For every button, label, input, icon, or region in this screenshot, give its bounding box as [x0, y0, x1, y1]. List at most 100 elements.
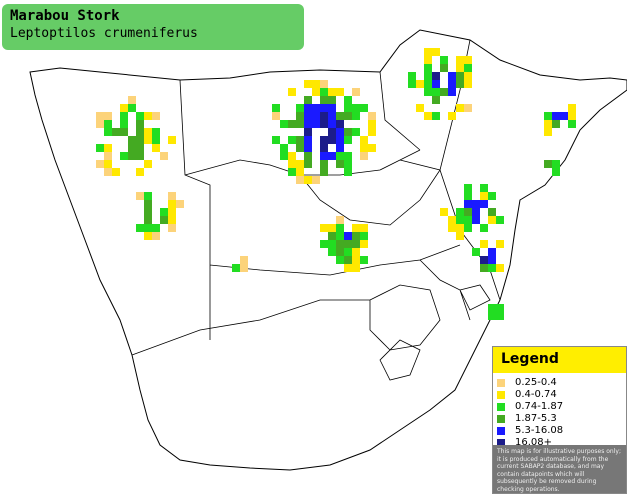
grid-cell: [104, 168, 112, 176]
grid-cell: [424, 112, 432, 120]
grid-cell: [128, 152, 136, 160]
grid-cell: [464, 80, 472, 88]
legend-label: 16.08+: [515, 437, 553, 448]
grid-cell: [344, 232, 352, 240]
grid-cell: [304, 80, 312, 88]
grid-cell: [176, 200, 184, 208]
grid-cell: [408, 72, 416, 80]
grid-cell: [96, 160, 104, 168]
grid-cell: [464, 56, 472, 64]
legend-title: Legend: [493, 347, 626, 373]
grid-cell: [496, 312, 504, 320]
grid-cell: [432, 72, 440, 80]
grid-cell: [152, 224, 160, 232]
grid-cell: [296, 112, 304, 120]
grid-cell: [304, 152, 312, 160]
legend-label: 1.87-5.3: [515, 413, 557, 424]
grid-cell: [488, 248, 496, 256]
grid-cell: [352, 232, 360, 240]
grid-cell: [136, 144, 144, 152]
legend-item: 0.25-0.4: [497, 377, 626, 389]
grid-cell: [120, 120, 128, 128]
legend-label: 5.3-16.08: [515, 425, 564, 436]
grid-cell: [136, 168, 144, 176]
grid-cell: [480, 256, 488, 264]
grid-cell: [464, 224, 472, 232]
grid-cell: [456, 232, 464, 240]
grid-cell: [328, 120, 336, 128]
grid-cell: [312, 104, 320, 112]
grid-cell: [288, 168, 296, 176]
grid-cell: [368, 128, 376, 136]
grid-cell: [320, 240, 328, 248]
grid-cell: [464, 72, 472, 80]
title: Marabou Stork: [10, 8, 120, 24]
grid-cell: [544, 128, 552, 136]
grid-cell: [352, 248, 360, 256]
grid-cell: [432, 112, 440, 120]
grid-cell: [328, 112, 336, 120]
grid-cell: [336, 152, 344, 160]
grid-cell: [160, 208, 168, 216]
grid-cell: [448, 224, 456, 232]
grid-cell: [320, 96, 328, 104]
grid-cell: [152, 136, 160, 144]
grid-cell: [480, 200, 488, 208]
grid-cell: [320, 144, 328, 152]
legend-swatch: [497, 391, 505, 399]
grid-cell: [352, 104, 360, 112]
grid-cell: [112, 168, 120, 176]
grid-cell: [96, 120, 104, 128]
grid-cell: [144, 208, 152, 216]
grid-cell: [488, 264, 496, 272]
grid-cell: [144, 128, 152, 136]
grid-cell: [320, 112, 328, 120]
grid-cell: [360, 144, 368, 152]
grid-cell: [312, 80, 320, 88]
grid-cell: [336, 160, 344, 168]
grid-cell: [344, 248, 352, 256]
grid-cell: [344, 160, 352, 168]
grid-cell: [440, 64, 448, 72]
grid-cell: [144, 160, 152, 168]
grid-cell: [144, 232, 152, 240]
grid-cell: [168, 224, 176, 232]
grid-cell: [352, 256, 360, 264]
grid-cell: [440, 208, 448, 216]
grid-cell: [464, 104, 472, 112]
grid-cell: [480, 184, 488, 192]
grid-cell: [424, 72, 432, 80]
grid-cell: [464, 184, 472, 192]
grid-cell: [272, 112, 280, 120]
grid-cell: [304, 136, 312, 144]
grid-cell: [360, 104, 368, 112]
grid-cell: [120, 152, 128, 160]
grid-cell: [448, 112, 456, 120]
grid-cell: [448, 80, 456, 88]
grid-cell: [296, 176, 304, 184]
grid-cell: [336, 232, 344, 240]
grid-cell: [440, 56, 448, 64]
grid-cell: [312, 120, 320, 128]
legend-label: 0.4-0.74: [515, 389, 557, 400]
grid-cell: [424, 56, 432, 64]
grid-cell: [136, 152, 144, 160]
grid-cell: [328, 240, 336, 248]
grid-cell: [152, 232, 160, 240]
grid-cell: [544, 120, 552, 128]
legend-item: 16.08+: [497, 437, 626, 449]
grid-cell: [472, 216, 480, 224]
legend-item: 0.74-1.87: [497, 401, 626, 413]
grid-cell: [448, 88, 456, 96]
grid-cell: [432, 80, 440, 88]
subtitle: Leptoptilos crumeniferus: [10, 26, 198, 41]
grid-cell: [312, 176, 320, 184]
grid-cell: [160, 216, 168, 224]
grid-cell: [320, 168, 328, 176]
legend-list: 0.25-0.4 0.4-0.74 0.74-1.87 1.87-5.3 5.3-16.…: [493, 377, 626, 449]
grid-cell: [304, 176, 312, 184]
grid-cell: [168, 216, 176, 224]
grid-cell: [480, 264, 488, 272]
grid-cell: [488, 192, 496, 200]
grid-cell: [168, 136, 176, 144]
